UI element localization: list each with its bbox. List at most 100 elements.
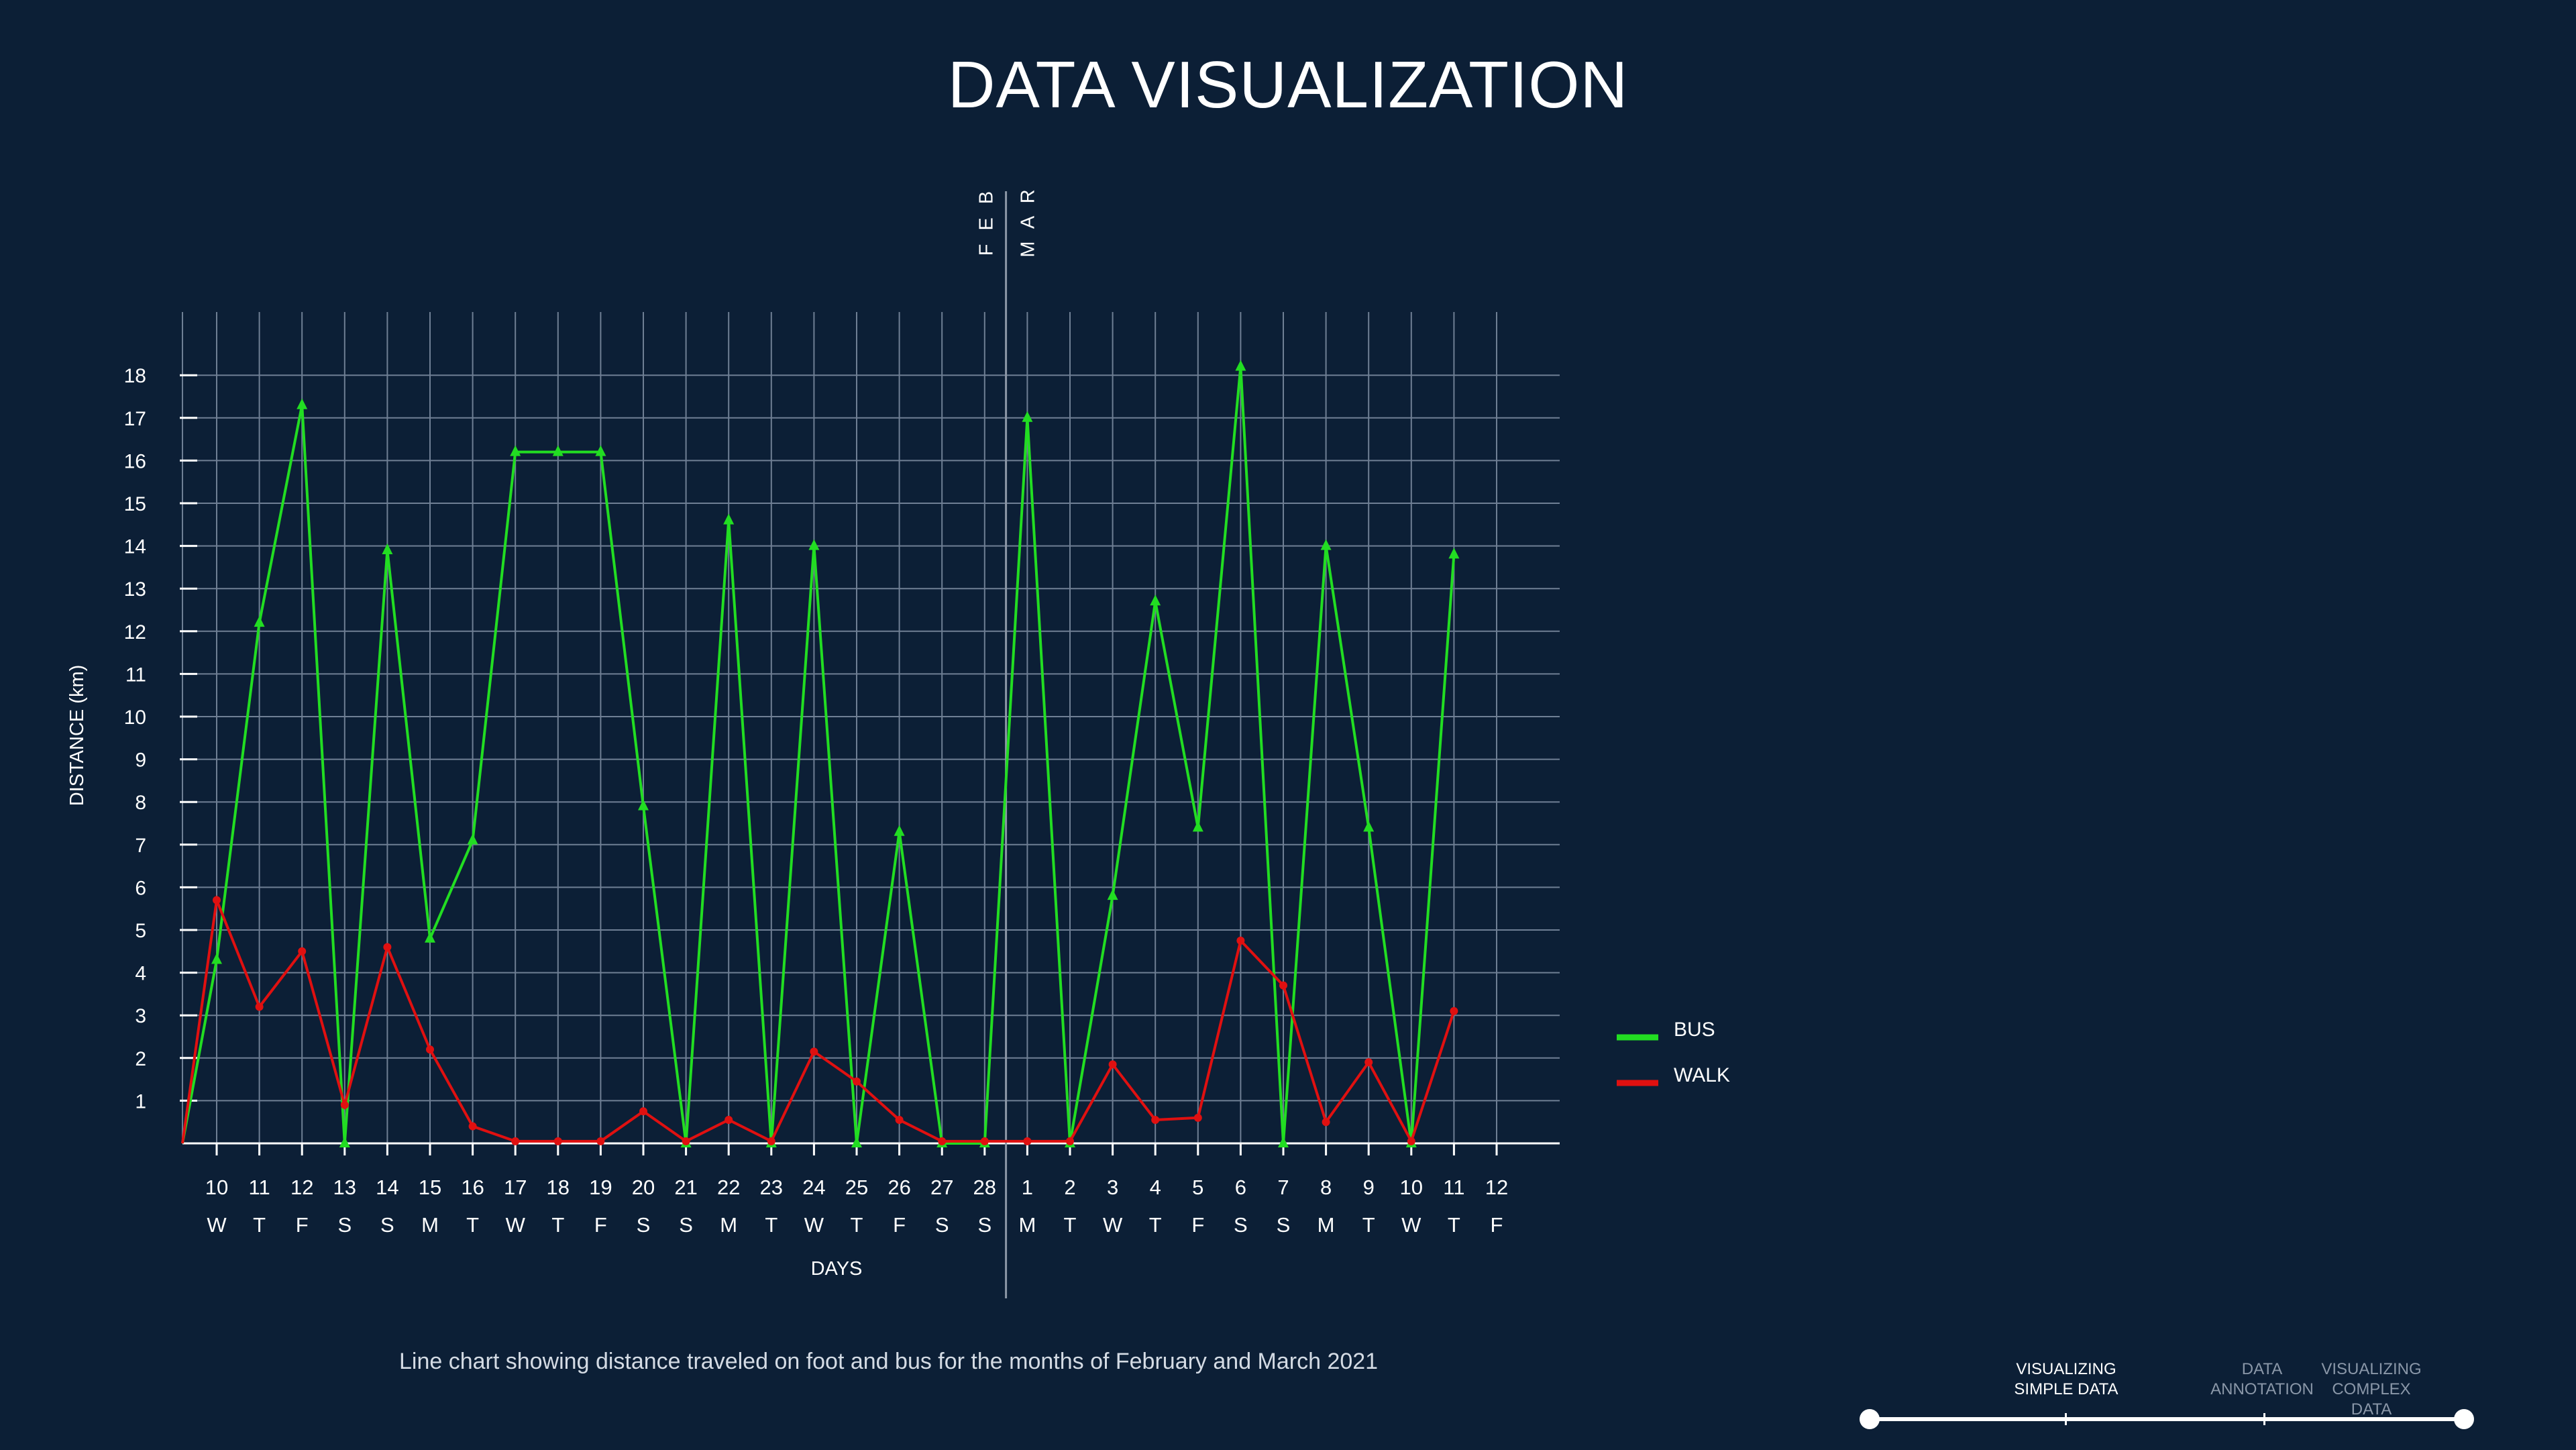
x-axis-title: DAYS <box>811 1258 863 1280</box>
weekday-label: T <box>851 1213 863 1237</box>
weekday-label: M <box>1318 1213 1335 1237</box>
x-tick-label: 20 <box>632 1176 655 1199</box>
data-point-bus <box>1192 821 1203 832</box>
y-tick-label: 17 <box>124 408 146 430</box>
data-point-walk <box>810 1047 818 1056</box>
data-point-bus <box>1363 821 1375 832</box>
data-point-bus <box>723 513 735 525</box>
weekday-label: S <box>337 1213 352 1237</box>
y-tick-label: 6 <box>135 877 146 899</box>
data-point-walk <box>1407 1137 1415 1145</box>
weekday-label: T <box>551 1213 564 1237</box>
y-tick-label: 15 <box>124 493 146 515</box>
weekday-label: T <box>765 1213 777 1237</box>
x-tick-label: 1 <box>1022 1176 1033 1199</box>
x-tick-label: 16 <box>461 1176 484 1199</box>
data-point-walk <box>1066 1137 1074 1145</box>
data-point-bus <box>339 1137 350 1147</box>
step-label-line: COMPLEX DATA <box>2332 1380 2411 1418</box>
weekday-label: T <box>1149 1213 1162 1237</box>
data-point-bus <box>1107 889 1118 900</box>
weekday-label: T <box>1362 1213 1375 1237</box>
y-tick-label: 1 <box>135 1090 146 1112</box>
x-tick-label: 26 <box>888 1176 910 1199</box>
x-tick-label: 21 <box>674 1176 697 1199</box>
data-point-walk <box>426 1045 434 1054</box>
data-point-bus <box>254 616 265 627</box>
data-point-walk <box>1364 1058 1373 1067</box>
data-point-bus <box>1022 411 1033 422</box>
chart-axes <box>180 191 1560 1298</box>
step-visualizing-complex-data[interactable]: VISUALIZING COMPLEX DATA <box>2318 1359 2425 1420</box>
step-data-annotation[interactable]: DATA ANNOTATION <box>2161 1359 2363 1400</box>
series-line-walk <box>181 894 1456 1145</box>
chart-series <box>181 360 1460 1147</box>
x-tick-label: 19 <box>589 1176 612 1199</box>
chart-legend: BUS WALK <box>1617 1019 1730 1086</box>
weekday-label: W <box>1401 1213 1421 1237</box>
stepper-end-handle[interactable] <box>2454 1409 2474 1429</box>
weekday-label: T <box>253 1213 266 1237</box>
weekday-label: S <box>679 1213 693 1237</box>
data-point-walk <box>1151 1116 1160 1125</box>
y-tick-label: 11 <box>125 664 146 686</box>
y-tick-label: 18 <box>124 365 146 387</box>
weekday-label: M <box>1018 1213 1036 1237</box>
weekday-label: F <box>893 1213 906 1237</box>
x-tick-label: 12 <box>1485 1176 1508 1199</box>
weekday-label: T <box>1448 1213 1460 1237</box>
data-point-bus <box>1235 360 1246 371</box>
x-tick-label: 25 <box>845 1176 868 1199</box>
weekday-label: F <box>594 1213 607 1237</box>
weekday-label: F <box>296 1213 309 1237</box>
weekday-label: S <box>1277 1213 1291 1237</box>
data-point-bus <box>1278 1137 1289 1147</box>
weekday-label: W <box>506 1213 526 1237</box>
data-point-bus <box>425 931 435 943</box>
weekday-label: S <box>1234 1213 1248 1237</box>
data-point-walk <box>383 943 392 951</box>
step-label-line: VISUALIZING <box>2321 1360 2422 1378</box>
x-tick-label: 17 <box>504 1176 527 1199</box>
month-label: M A R <box>1018 185 1039 257</box>
chart-caption: Line chart showing distance traveled on … <box>399 1349 1379 1374</box>
x-tick-label: 10 <box>1400 1176 1423 1199</box>
data-point-walk <box>255 1002 264 1011</box>
step-label-line: DATA <box>2241 1360 2283 1378</box>
stepper-start-handle[interactable] <box>1860 1409 1880 1429</box>
month-label: F E B <box>976 187 998 256</box>
data-point-bus <box>808 539 820 550</box>
y-tick-label: 3 <box>135 1005 146 1027</box>
x-tick-label: 23 <box>760 1176 783 1199</box>
x-tick-label: 5 <box>1192 1176 1203 1199</box>
legend-label-bus: BUS <box>1674 1019 1715 1041</box>
data-point-walk <box>596 1137 605 1145</box>
data-point-bus <box>510 445 521 456</box>
weekday-label: T <box>466 1213 479 1237</box>
weekday-label: W <box>207 1213 227 1237</box>
x-tick-label: 27 <box>930 1176 953 1199</box>
data-point-bus <box>467 833 478 845</box>
data-point-walk <box>682 1137 690 1145</box>
data-point-bus <box>297 398 308 409</box>
data-point-walk <box>853 1077 861 1086</box>
data-point-walk <box>1322 1118 1330 1127</box>
page-title: DATA VISUALIZATION <box>947 48 1629 121</box>
data-point-walk <box>980 1137 989 1145</box>
data-point-bus <box>1150 594 1161 606</box>
x-tick-label: 22 <box>717 1176 740 1199</box>
chart-labels: 12345678910111213141516171810W11T12F13S1… <box>66 185 1508 1280</box>
step-label-line: SIMPLE DATA <box>2014 1380 2118 1398</box>
x-tick-label: 2 <box>1064 1176 1075 1199</box>
y-tick-label: 5 <box>135 920 146 942</box>
x-tick-label: 13 <box>333 1176 356 1199</box>
weekday-label: S <box>977 1213 991 1237</box>
weekday-label: W <box>804 1213 824 1237</box>
weekday-label: W <box>1103 1213 1123 1237</box>
x-tick-label: 10 <box>205 1176 228 1199</box>
weekday-label: S <box>380 1213 394 1237</box>
data-point-walk <box>1236 936 1245 945</box>
weekday-label: T <box>1064 1213 1077 1237</box>
step-visualizing-simple-data[interactable]: VISUALIZING SIMPLE DATA <box>1966 1359 2167 1400</box>
